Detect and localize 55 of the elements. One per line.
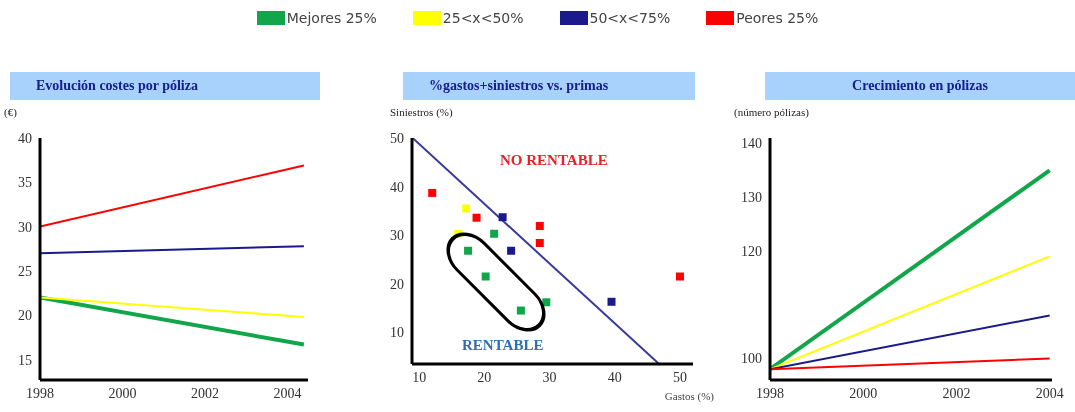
- y-tick-label: 35: [18, 175, 32, 191]
- x-tick-label: 1998: [26, 385, 54, 401]
- x-tick-label: 20: [477, 369, 492, 385]
- x-tick-label: 1998: [756, 385, 784, 401]
- x-tick-label: 2004: [1035, 385, 1064, 401]
- legend-label: Peores 25%: [736, 10, 819, 26]
- point: [675, 272, 684, 281]
- legend-label: Mejores 25%: [286, 10, 377, 26]
- x-axis-title: Gastos (%): [664, 390, 714, 402]
- y-tick-label: 25: [18, 263, 32, 279]
- legend-label: 50<x<75%: [589, 10, 671, 26]
- chart-title: %gastos+siniestros vs. primas: [403, 72, 695, 100]
- x-tick-label: 2002: [942, 385, 971, 401]
- y-tick-label: 15: [18, 352, 32, 368]
- point: [498, 213, 507, 222]
- y-axis-title: (€): [4, 106, 17, 118]
- y-tick-label: 10: [390, 325, 404, 341]
- x-tick-label: 2000: [108, 385, 137, 401]
- point: [607, 297, 616, 306]
- annotation: NO RENTABLE: [500, 152, 608, 169]
- point: [464, 246, 473, 255]
- x-tick-label: 2000: [849, 385, 878, 401]
- point: [472, 213, 481, 222]
- point: [462, 204, 471, 213]
- x-tick-label: 10: [412, 369, 427, 385]
- point: [535, 221, 544, 230]
- point: [535, 238, 544, 247]
- point: [490, 229, 499, 238]
- y-tick-label: 50: [390, 130, 404, 146]
- x-tick-label: 30: [542, 369, 557, 385]
- chart-title: Crecimiento en pólizas: [765, 72, 1075, 100]
- y-tick-label: 30: [390, 228, 404, 244]
- y-tick-label: 20: [390, 276, 404, 292]
- point: [507, 246, 516, 255]
- y-tick-label: 100: [741, 351, 762, 367]
- point: [481, 272, 490, 281]
- y-axis-title: (número pólizas): [734, 106, 809, 118]
- y-axis-title: Siniestros (%): [390, 106, 453, 118]
- x-tick-label: 40: [607, 369, 622, 385]
- chart-title: Evolución costes por póliza: [10, 72, 320, 100]
- y-tick-label: 20: [18, 308, 32, 324]
- annotation: RENTABLE: [462, 337, 544, 354]
- y-tick-label: 140: [741, 136, 762, 152]
- x-tick-label: 50: [672, 369, 687, 385]
- x-tick-label: 2004: [273, 385, 302, 401]
- point: [542, 298, 551, 307]
- y-tick-label: 40: [18, 130, 32, 146]
- y-tick-label: 120: [741, 243, 762, 259]
- legend-label: 25<x<50%: [442, 10, 524, 26]
- y-tick-label: 40: [390, 179, 404, 195]
- y-tick-label: 30: [18, 219, 32, 235]
- x-tick-label: 2002: [190, 385, 219, 401]
- y-tick-label: 130: [741, 190, 762, 206]
- point: [516, 306, 525, 315]
- point: [428, 188, 437, 197]
